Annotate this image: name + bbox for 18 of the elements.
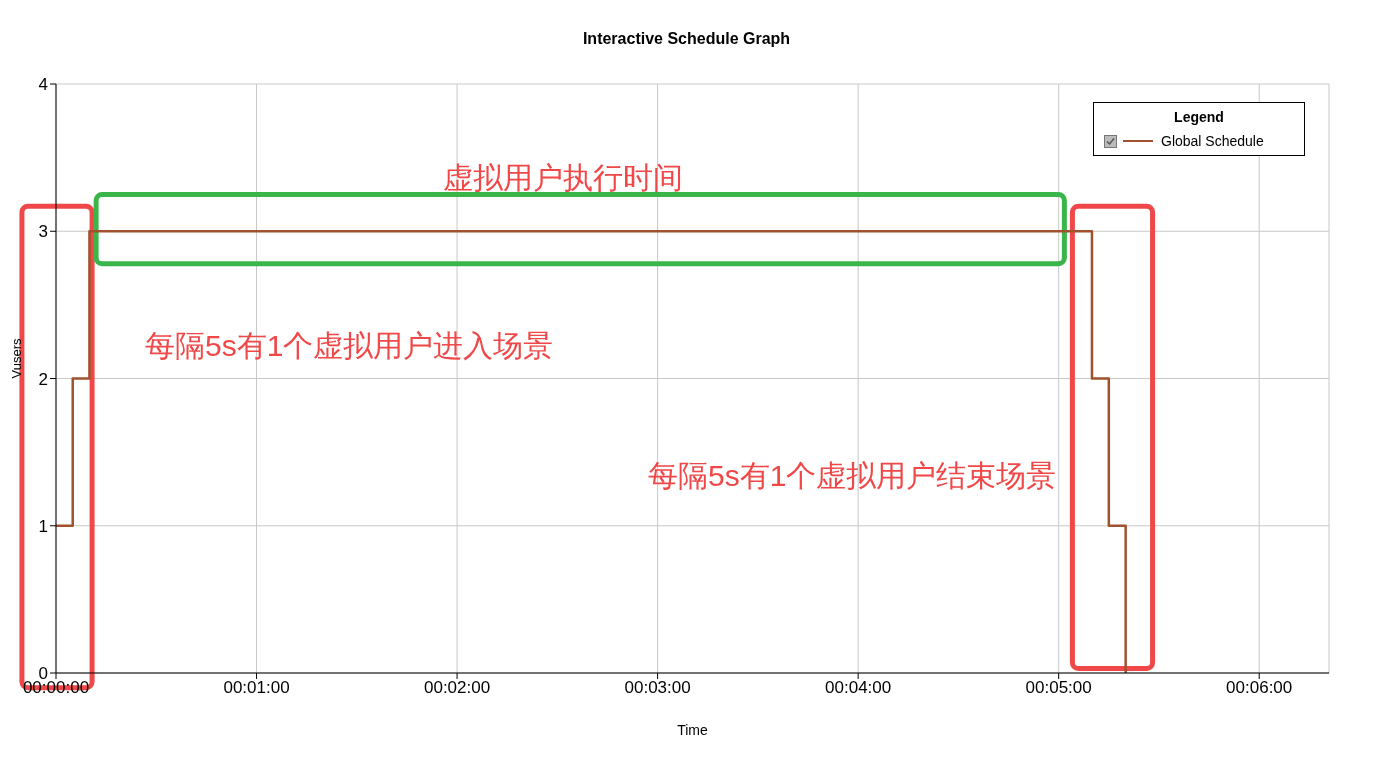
y-tick-label: 3	[38, 222, 48, 242]
y-tick-label: 2	[38, 369, 48, 389]
x-tick-label: 00:05:00	[1025, 678, 1092, 698]
annotation: 每隔5s有1个虚拟用户进入场景	[145, 328, 554, 364]
legend-title: Legend	[1173, 108, 1225, 127]
x-tick-label: 00:01:00	[223, 678, 290, 698]
x-tick-label: 00:06:00	[1226, 678, 1293, 698]
y-axis-title: Vusers	[8, 338, 24, 379]
x-tick-label: 00:04:00	[825, 678, 892, 698]
annotation: 每隔5s有1个虚拟用户结束场景	[648, 458, 1057, 494]
x-tick-label: 00:03:00	[624, 678, 691, 698]
y-tick-label: 1	[38, 516, 48, 536]
x-tick-label: 00:02:00	[423, 678, 491, 698]
y-tick-label: 4	[38, 75, 48, 95]
chart-title: Interactive Schedule Graph	[581, 30, 792, 48]
legend-label: Global Schedule	[1161, 133, 1264, 149]
x-axis-title: Time	[677, 722, 709, 738]
annotation: 虚拟用户执行时间	[443, 160, 683, 196]
